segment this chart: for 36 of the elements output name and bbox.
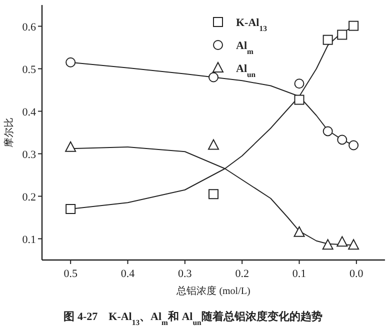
point: [348, 140, 359, 150]
point: [348, 20, 359, 31]
x-tick-label: 0.1: [292, 268, 306, 280]
x-tick-label: 0.0: [350, 268, 364, 280]
y-tick-label: 0.3: [22, 148, 36, 161]
x-axis-title: 总铝浓度 (mol/L): [176, 285, 250, 297]
y-axis-title: 摩尔比: [3, 118, 15, 148]
x-tick-label: 0.5: [64, 268, 78, 280]
point: [337, 30, 348, 40]
point: [337, 134, 348, 145]
point: [66, 204, 76, 214]
point: [208, 139, 219, 150]
point: [348, 239, 360, 250]
point: [336, 236, 348, 247]
point: [65, 141, 76, 152]
x-tick-label: 0.4: [120, 268, 136, 280]
legend-label: Al$_{un}$: [236, 63, 256, 78]
y-tick-label: 0.1: [22, 234, 36, 246]
point: [294, 94, 304, 105]
legend-label: K-Al$_{13}$: [236, 17, 268, 32]
y-tick-label: 0.5: [22, 64, 36, 76]
caption: 图 4-27 K-Al$_{13}$、Al$_{m}$和 Al$_{un}$随着总铝浓度变化的趋势: [64, 310, 322, 326]
y-tick-label: 0.6: [22, 21, 36, 34]
point: [208, 189, 218, 200]
point: [294, 226, 305, 237]
point: [294, 78, 304, 89]
point: [322, 239, 334, 250]
y-tick-label: 0.2: [22, 191, 36, 204]
point: [322, 126, 333, 136]
point: [208, 72, 218, 82]
point: [322, 34, 333, 45]
x-tick-label: 0.3: [178, 268, 192, 280]
legend-label: Al$_{m}$: [236, 40, 254, 56]
point: [66, 57, 76, 68]
y-tick-label: 0.4: [22, 106, 36, 118]
x-tick-label: 0.2: [235, 268, 249, 280]
